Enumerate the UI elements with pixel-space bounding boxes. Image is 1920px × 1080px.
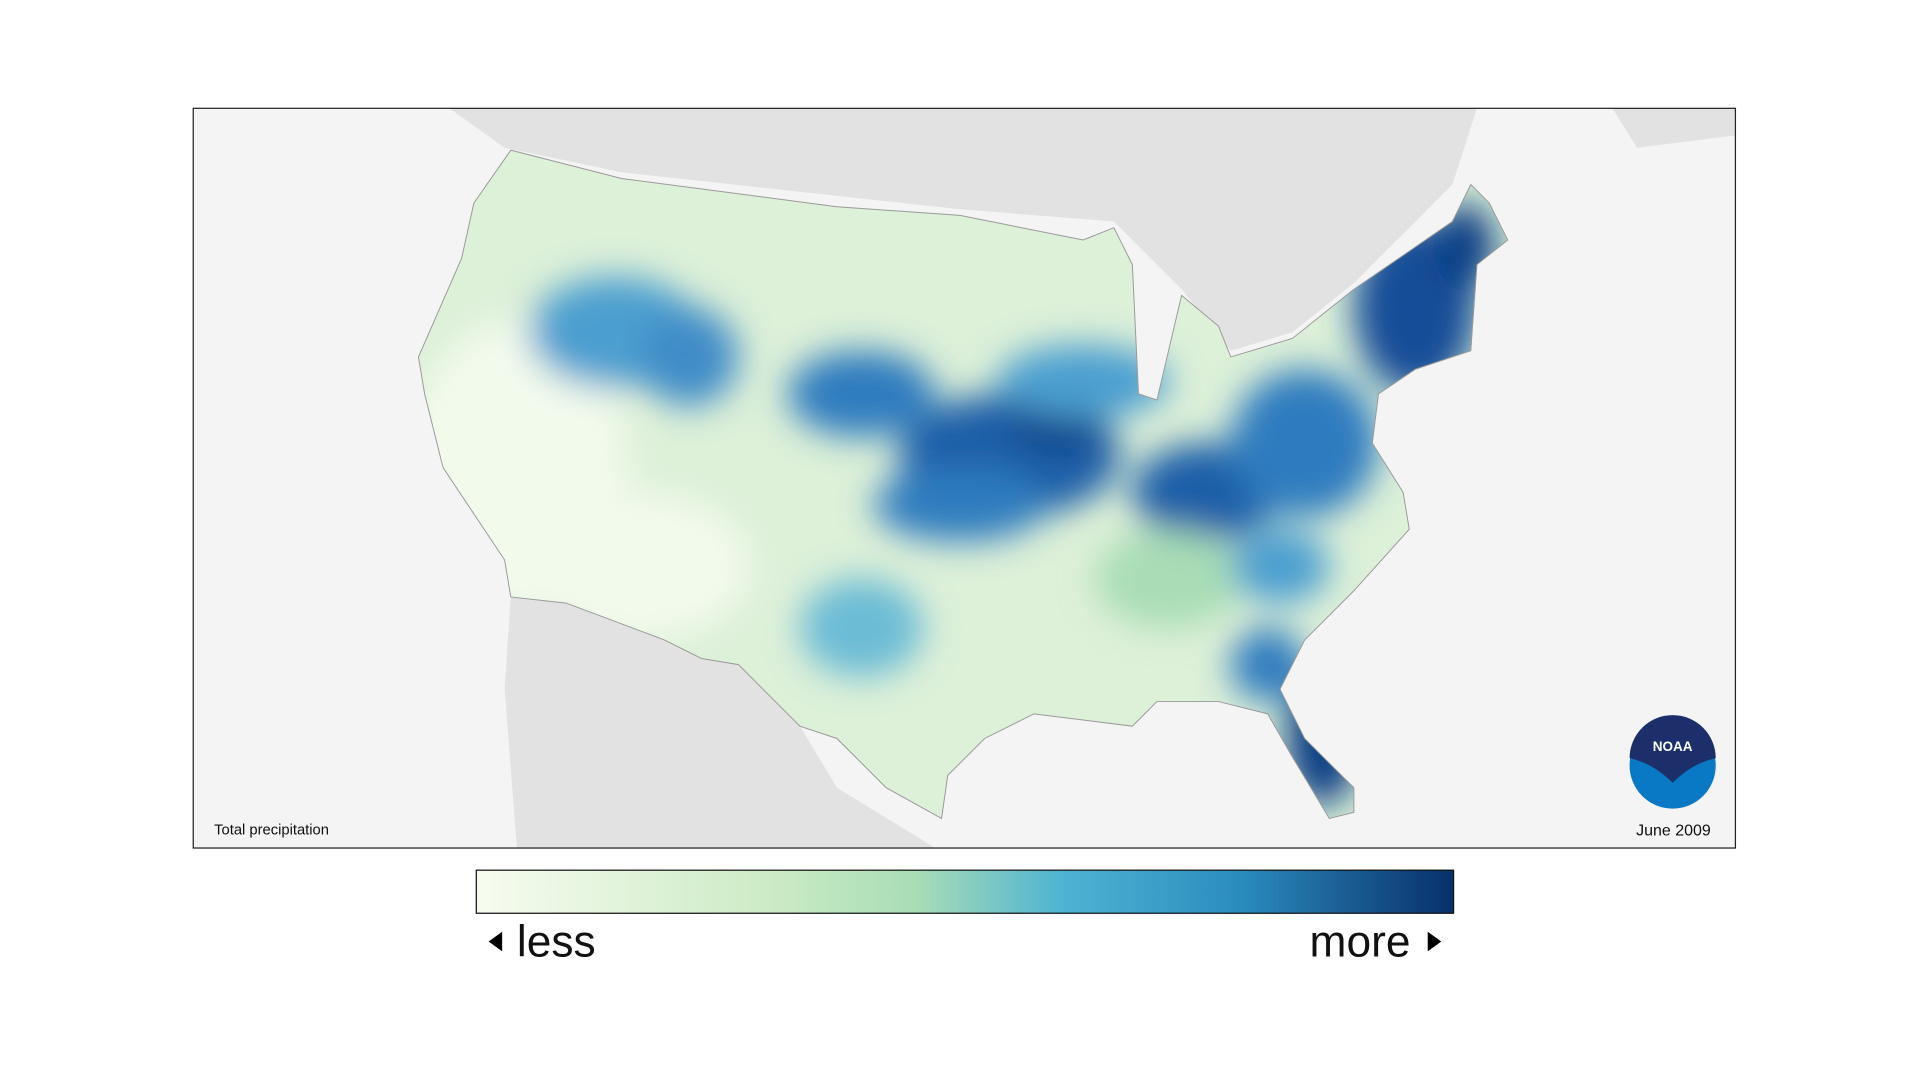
map-frame [192,107,1737,849]
map-date: June 2009 [1636,823,1711,840]
less-arrow [488,931,503,952]
map-caption: Total precipitation [214,822,329,838]
more-arrow [1427,931,1442,952]
map: Total precipitation June 2009 NOAA less … [192,107,1737,966]
logo-text: NOAA [1653,739,1693,754]
legend-high-label: more [1310,917,1411,966]
legend-low-label: less [517,917,596,966]
noaa-logo: NOAA [1629,715,1716,809]
legend-scale [475,869,1455,914]
